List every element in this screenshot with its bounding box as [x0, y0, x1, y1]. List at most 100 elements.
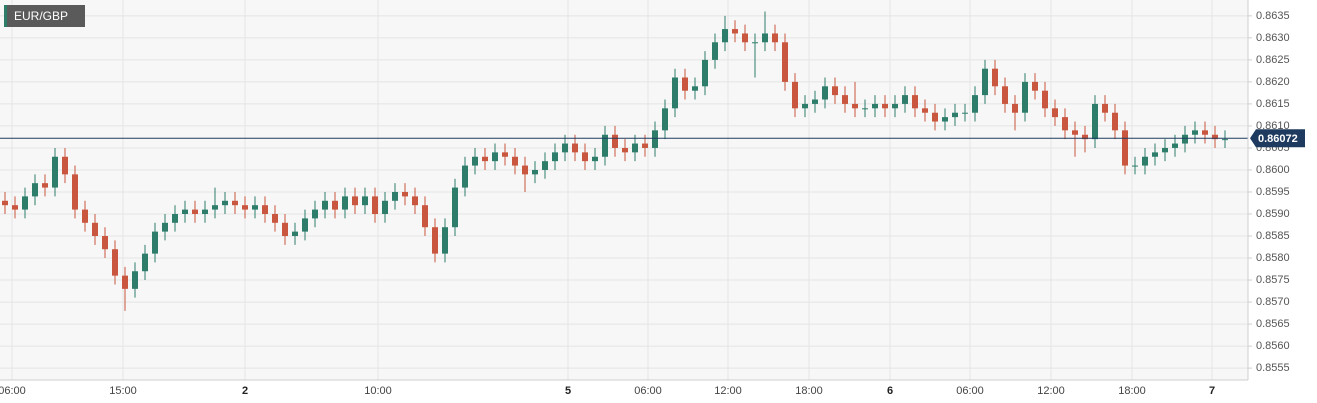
candle-body [302, 218, 308, 232]
x-tick-label: 06:00 [634, 385, 662, 397]
candle-body [962, 112, 968, 114]
y-tick-label: 0.8615 [1256, 98, 1290, 110]
candle-body [892, 103, 898, 109]
candle-body [1152, 152, 1158, 157]
candle-body [1022, 81, 1028, 113]
candle-body [222, 200, 228, 206]
candle-body [192, 209, 198, 214]
candle-body [722, 29, 728, 43]
x-tick-label: 5 [565, 385, 571, 397]
candle-body [742, 33, 748, 43]
y-tick-label: 0.8630 [1256, 32, 1290, 44]
candle-body [692, 86, 698, 91]
candle-body [852, 103, 858, 109]
candle-body [612, 134, 618, 148]
candle-body [532, 169, 538, 175]
y-tick-label: 0.8625 [1256, 54, 1290, 66]
candle-body [2, 200, 8, 206]
candle-body [812, 99, 818, 104]
candle-body [432, 227, 438, 254]
candle-body [132, 271, 138, 289]
x-tick-label: 18:00 [1118, 385, 1146, 397]
x-tick-label: 06:00 [956, 385, 984, 397]
x-tick-label: 12:00 [714, 385, 742, 397]
candle-body [682, 77, 688, 91]
candle-body [672, 77, 678, 109]
candle-body [942, 117, 948, 122]
x-tick-label: 2 [242, 385, 248, 397]
candle-body [512, 156, 518, 166]
candle-body [12, 205, 18, 210]
x-tick-label: 15:00 [109, 385, 137, 397]
candle-body [1042, 90, 1048, 109]
chart-title: EUR/GBP [14, 9, 68, 23]
candle-body [832, 86, 838, 96]
candle-body [1102, 103, 1108, 113]
y-tick-label: 0.8585 [1256, 230, 1290, 242]
y-tick-label: 0.8595 [1256, 186, 1290, 198]
plot-area [0, 0, 1248, 380]
candle-body [712, 42, 718, 60]
candle-body [862, 108, 868, 110]
candle-body [402, 191, 408, 197]
candle-body [762, 33, 768, 43]
candle-body [802, 103, 808, 109]
candle-body [442, 227, 448, 254]
candle-body [82, 209, 88, 223]
candle-body [42, 183, 48, 188]
last-price-tag [1250, 129, 1305, 148]
grid [0, 0, 1248, 380]
y-tick-label: 0.8635 [1256, 10, 1290, 22]
candle-body [452, 187, 458, 228]
y-tick-label: 0.8565 [1256, 318, 1290, 330]
y-tick-label: 0.8580 [1256, 252, 1290, 264]
candle-body [202, 209, 208, 214]
x-tick-label: 06:00 [0, 385, 26, 397]
candle-body [932, 112, 938, 122]
candle-body [1122, 130, 1128, 166]
candle-body [1082, 134, 1088, 140]
candle-body [212, 205, 218, 210]
candle-body [252, 205, 258, 210]
candle-body [1142, 156, 1148, 166]
candle-body [312, 209, 318, 219]
candle-body [152, 231, 158, 254]
candle-body [492, 152, 498, 162]
candle-body [182, 209, 188, 214]
candle-body [62, 156, 68, 175]
candle-body [332, 200, 338, 210]
x-tick-label: 18:00 [795, 385, 823, 397]
candle-body [1132, 165, 1138, 167]
candle-body [522, 165, 528, 175]
candle-body [972, 95, 978, 113]
candle-body [842, 95, 848, 104]
candle-body [482, 156, 488, 162]
candle-body [242, 205, 248, 210]
x-tick-label: 12:00 [1037, 385, 1065, 397]
candle-body [422, 205, 428, 228]
candle-body [412, 196, 418, 206]
candle-body [392, 191, 398, 201]
candle-body [982, 68, 988, 96]
y-tick-label: 0.8560 [1256, 340, 1290, 352]
candle-body [1192, 130, 1198, 135]
y-tick-label: 0.8600 [1256, 164, 1290, 176]
candle-body [572, 143, 578, 153]
candle-body [792, 81, 798, 109]
candle-body [72, 174, 78, 210]
title-accent [4, 5, 7, 27]
candle-body [22, 196, 28, 210]
candle-body [922, 108, 928, 113]
candle-body [592, 156, 598, 162]
candle-body [1162, 147, 1168, 153]
candle-body [952, 112, 958, 118]
candle-body [872, 103, 878, 109]
candle-body [912, 95, 918, 109]
candle-body [1072, 130, 1078, 135]
y-tick-label: 0.8570 [1256, 296, 1290, 308]
candle-body [472, 156, 478, 166]
candle-body [822, 86, 828, 100]
candle-body [622, 147, 628, 153]
candle-body [702, 59, 708, 87]
